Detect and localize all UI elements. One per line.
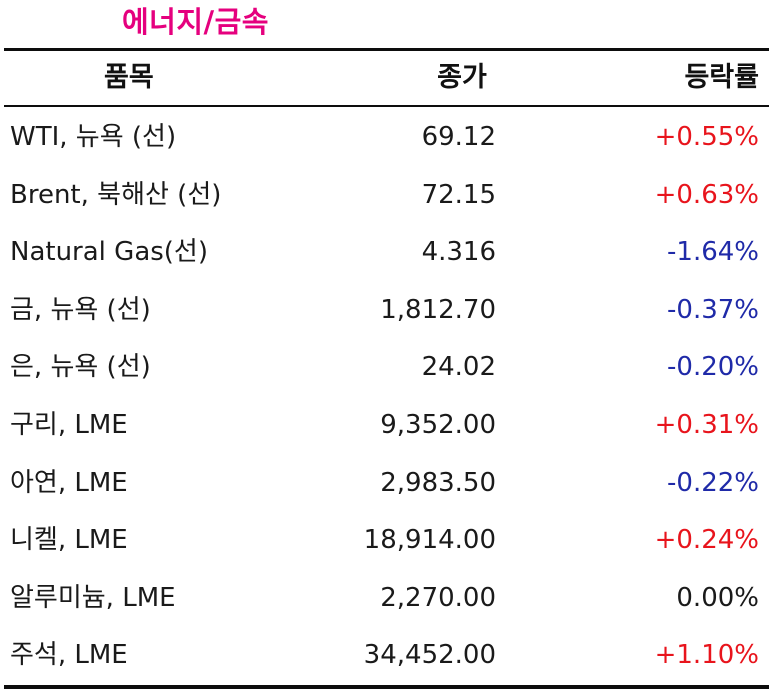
table-row: 금, 뉴욕 (선) 1,812.70 -0.37% xyxy=(0,282,773,340)
change-rate: -0.22% xyxy=(667,467,759,498)
table-row: 은, 뉴욕 (선) 24.02 -0.20% xyxy=(0,339,773,397)
header-close-price: 종가 xyxy=(437,62,487,93)
item-name: 은, 뉴욕 (선) xyxy=(10,352,151,383)
close-price: 9,352.00 xyxy=(380,409,496,440)
header-rule xyxy=(4,105,769,107)
table-body: WTI, 뉴욕 (선) 69.12 +0.55% Brent, 북해산 (선) … xyxy=(0,109,773,685)
table-row: 구리, LME 9,352.00 +0.31% xyxy=(0,397,773,455)
item-name: 구리, LME xyxy=(10,409,128,440)
table-row: Natural Gas(선) 4.316 -1.64% xyxy=(0,224,773,282)
close-price: 24.02 xyxy=(421,352,496,383)
close-price: 1,812.70 xyxy=(380,294,496,325)
table-top-rule xyxy=(4,48,769,51)
header-change-rate: 등락률 xyxy=(684,62,759,93)
change-rate: +0.24% xyxy=(654,525,759,556)
item-name: 금, 뉴욕 (선) xyxy=(10,294,151,325)
table-row: 니켈, LME 18,914.00 +0.24% xyxy=(0,512,773,570)
close-price: 2,270.00 xyxy=(380,582,496,613)
section-title: 에너지/금속 xyxy=(122,5,269,39)
table-bottom-rule xyxy=(4,685,769,689)
change-rate: +0.55% xyxy=(654,122,759,152)
header-item: 품목 xyxy=(104,62,154,93)
close-price: 72.15 xyxy=(421,179,496,210)
close-price: 69.12 xyxy=(421,122,496,152)
change-rate: +1.10% xyxy=(654,640,759,671)
change-rate: -1.64% xyxy=(667,237,759,268)
close-price: 4.316 xyxy=(421,237,496,268)
item-name: WTI, 뉴욕 (선) xyxy=(10,122,177,152)
table-row: 알루미늄, LME 2,270.00 0.00% xyxy=(0,570,773,628)
item-name: 아연, LME xyxy=(10,467,128,498)
item-name: 니켈, LME xyxy=(10,525,128,556)
item-name: Brent, 북해산 (선) xyxy=(10,179,222,210)
close-price: 2,983.50 xyxy=(380,467,496,498)
item-name: 알루미늄, LME xyxy=(10,582,176,613)
table-row: WTI, 뉴욕 (선) 69.12 +0.55% xyxy=(0,109,773,167)
table-row: Brent, 북해산 (선) 72.15 +0.63% xyxy=(0,167,773,225)
change-rate: 0.00% xyxy=(676,582,759,613)
change-rate: -0.37% xyxy=(667,294,759,325)
change-rate: +0.31% xyxy=(654,409,759,440)
close-price: 34,452.00 xyxy=(363,640,496,671)
change-rate: +0.63% xyxy=(654,179,759,210)
change-rate: -0.20% xyxy=(667,352,759,383)
table-row: 주석, LME 34,452.00 +1.10% xyxy=(0,627,773,685)
item-name: Natural Gas(선) xyxy=(10,237,208,268)
close-price: 18,914.00 xyxy=(363,525,496,556)
table-row: 아연, LME 2,983.50 -0.22% xyxy=(0,455,773,513)
item-name: 주석, LME xyxy=(10,640,128,671)
